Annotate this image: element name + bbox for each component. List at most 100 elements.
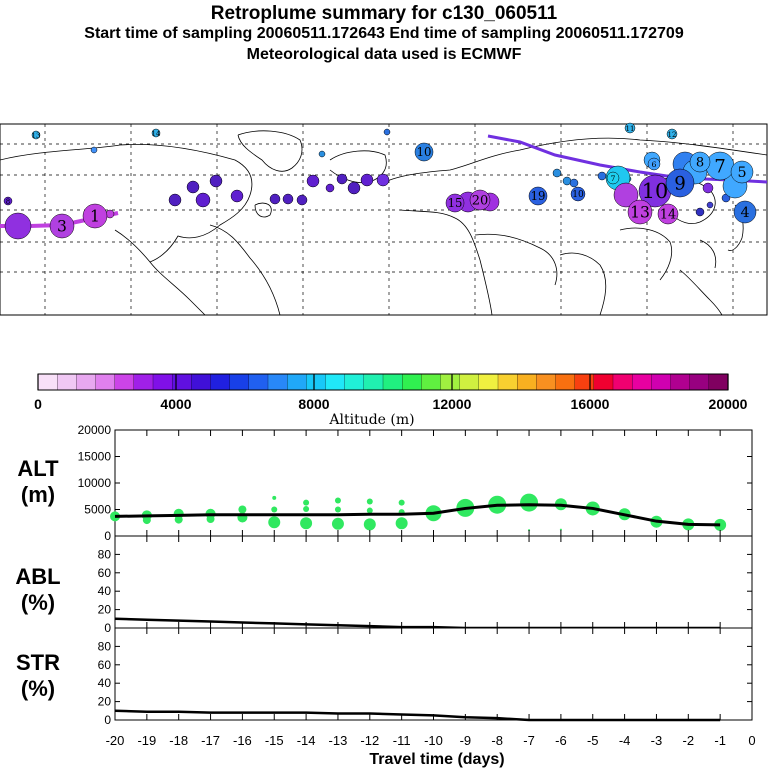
alt-point <box>334 506 341 513</box>
cluster-label: 1 <box>90 207 100 225</box>
x-tick-label: -12 <box>360 733 379 748</box>
cluster-label: 8 <box>6 198 10 206</box>
x-axis: -20 -19 -18 -17 -16 -15 -14 -13 -12 -11 -10 -9 -8 -7-… <box>106 430 756 748</box>
colorbar-cell <box>229 373 250 391</box>
plume-dot <box>552 168 562 178</box>
plume-dot <box>186 180 200 194</box>
colorbar-cell <box>210 373 231 391</box>
str-panel-label: STR (%) <box>16 650 60 701</box>
cluster-marker <box>445 193 465 213</box>
colorbar-tick-label: 8000 <box>298 396 329 412</box>
colorbar-cell <box>670 373 691 391</box>
y-tick-label: 20 <box>98 603 112 617</box>
y-tick-label: 80 <box>98 547 112 561</box>
y-tick-label: 40 <box>98 676 112 690</box>
x-tick-label: -11 <box>393 733 411 748</box>
colorbar-cell <box>497 373 518 391</box>
alt-panel: 0 5000 10000 15000 20000 ALT (m) <box>17 423 753 543</box>
cluster-label: 3 <box>57 217 67 235</box>
alt-point <box>303 505 310 512</box>
cluster-label: 11 <box>626 125 635 133</box>
plume-dot <box>569 178 579 188</box>
figure-title: Retroplume summary for c130_060511 <box>210 3 558 24</box>
cluster-marker <box>414 142 434 162</box>
sampling-times: Start time of sampling 20060511.172643 E… <box>84 25 684 42</box>
cluster-label: 15 <box>448 196 463 210</box>
cluster-label: 5 <box>737 165 746 181</box>
x-tick-label: -14 <box>297 733 316 748</box>
x-tick-label: -7 <box>523 733 535 748</box>
alt-point <box>238 505 247 514</box>
y-tick-label: 20000 <box>78 423 112 437</box>
plume-dot <box>597 171 607 181</box>
cluster-label: 14 <box>660 208 677 223</box>
alt-point <box>395 517 408 530</box>
x-tick-label: -2 <box>683 733 695 748</box>
colorbar-cell <box>478 373 499 391</box>
plume-dot <box>702 182 714 194</box>
alt-point <box>520 493 539 512</box>
cluster-label: 7 <box>611 174 616 183</box>
x-tick-label: -3 <box>651 733 663 748</box>
alt-point <box>272 495 277 500</box>
cluster-marker <box>31 130 41 140</box>
alt-point <box>303 499 310 506</box>
y-tick-label: 60 <box>98 658 112 672</box>
plume-dot <box>230 189 244 203</box>
colorbar-cell <box>382 373 403 391</box>
plume-dot <box>195 192 211 208</box>
cluster-label: 6 <box>652 160 657 169</box>
plume-dot <box>383 128 391 136</box>
colorbar-cell <box>267 373 288 391</box>
cluster-marker <box>647 157 661 171</box>
plume-dot <box>336 173 348 185</box>
plume-dot <box>168 193 182 207</box>
colorbar-cell <box>248 373 269 391</box>
plume-dot <box>296 194 308 206</box>
alt-point <box>268 516 281 529</box>
colorbar-cell <box>172 373 192 391</box>
colorbar-cell <box>440 373 461 391</box>
colorbar-cell <box>363 373 384 391</box>
plume-dot <box>706 201 714 209</box>
colorbar-cell <box>689 373 710 391</box>
y-tick-label: 15000 <box>78 450 112 464</box>
str-panel: 0 20 40 60 80 STR (%) <box>16 627 753 727</box>
cluster-label: 10 <box>417 145 432 159</box>
y-tick-label: 10000 <box>78 476 112 490</box>
plume-dot <box>4 212 32 240</box>
alt-point <box>142 516 151 525</box>
cluster-marker <box>570 186 586 202</box>
plume-dot <box>376 173 390 187</box>
colorbar: 0 4000 8000 12000 16000 20000 Altitude (m) <box>34 373 748 428</box>
alt-point <box>366 498 373 505</box>
colorbar-cell <box>95 373 116 391</box>
colorbar-cell <box>593 373 614 391</box>
alt-point <box>271 506 278 513</box>
cluster-label: 8 <box>696 156 704 171</box>
alt-point <box>363 518 376 531</box>
colorbar-cell <box>306 373 327 391</box>
cluster-label: 12 <box>668 131 677 139</box>
cluster-label: 20 <box>472 194 489 209</box>
colorbar-tick-label: 16000 <box>571 396 610 412</box>
x-tick-label: -19 <box>137 733 156 748</box>
cluster-marker <box>666 128 678 140</box>
alt-point <box>331 517 344 530</box>
cluster-label: 9 <box>674 173 686 194</box>
x-tick-label: -1 <box>714 733 726 748</box>
cluster-label: 19 <box>531 189 546 203</box>
cluster-marker <box>82 203 108 229</box>
alt-point <box>398 499 405 506</box>
alt-point <box>206 515 215 524</box>
alt-point <box>366 507 373 514</box>
x-tick-label: -17 <box>201 733 220 748</box>
x-tick-label: 0 <box>748 733 755 748</box>
colorbar-cell <box>632 373 652 391</box>
cluster-marker <box>151 128 161 138</box>
plume-dot <box>613 182 639 208</box>
x-tick-label: -8 <box>491 733 503 748</box>
plume-dot <box>282 193 294 205</box>
